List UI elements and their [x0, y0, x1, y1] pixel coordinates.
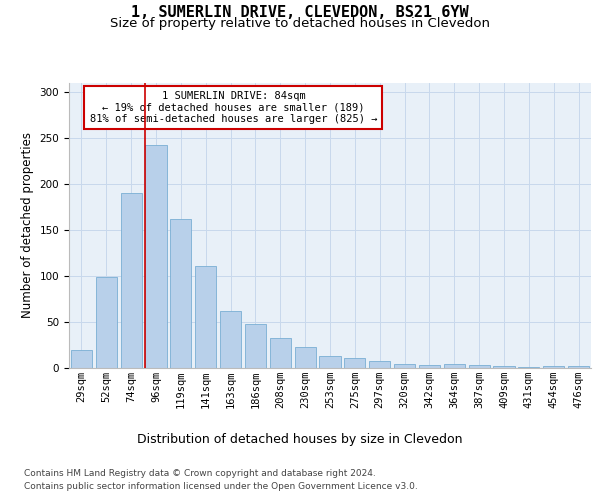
Bar	[444, 364, 465, 368]
Bar	[319, 356, 341, 368]
Text: Size of property relative to detached houses in Clevedon: Size of property relative to detached ho…	[110, 18, 490, 30]
Text: 1 SUMERLIN DRIVE: 84sqm
← 19% of detached houses are smaller (189)
81% of semi-d: 1 SUMERLIN DRIVE: 84sqm ← 19% of detache…	[89, 91, 377, 124]
Bar	[419, 364, 440, 368]
Text: 1, SUMERLIN DRIVE, CLEVEDON, BS21 6YW: 1, SUMERLIN DRIVE, CLEVEDON, BS21 6YW	[131, 5, 469, 20]
Bar	[394, 364, 415, 368]
Bar	[344, 358, 365, 368]
Bar	[469, 364, 490, 368]
Bar	[543, 366, 564, 368]
Bar	[121, 193, 142, 368]
Bar	[145, 145, 167, 368]
Bar	[518, 366, 539, 368]
Bar	[220, 310, 241, 368]
Bar	[270, 338, 291, 368]
Bar	[71, 350, 92, 368]
Bar	[96, 278, 117, 368]
Text: Contains public sector information licensed under the Open Government Licence v3: Contains public sector information licen…	[24, 482, 418, 491]
Bar	[170, 218, 191, 368]
Bar	[195, 266, 216, 368]
Text: Contains HM Land Registry data © Crown copyright and database right 2024.: Contains HM Land Registry data © Crown c…	[24, 468, 376, 477]
Bar	[369, 361, 390, 368]
Bar	[245, 324, 266, 368]
Bar	[493, 366, 515, 368]
Text: Distribution of detached houses by size in Clevedon: Distribution of detached houses by size …	[137, 432, 463, 446]
Bar	[295, 348, 316, 368]
Bar	[568, 366, 589, 368]
Y-axis label: Number of detached properties: Number of detached properties	[21, 132, 34, 318]
